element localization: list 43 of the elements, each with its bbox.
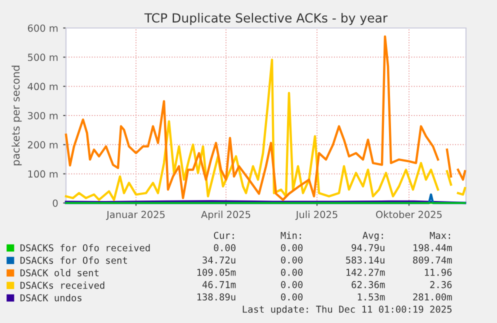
text: Max: bbox=[430, 232, 450, 239]
text: 109.05m bbox=[197, 268, 236, 276]
legend-label: DSACKS for Ofo received bbox=[20, 244, 150, 252]
text: 0.00 bbox=[281, 268, 303, 276]
legend-label: DSACKs received bbox=[20, 282, 104, 289]
text: 2.36 bbox=[430, 281, 452, 288]
text: 94.79u bbox=[352, 244, 384, 252]
text: 809.74m bbox=[413, 256, 452, 264]
text: 1.53m bbox=[358, 293, 385, 301]
text: Min: bbox=[280, 232, 301, 239]
text: 198.44m bbox=[414, 244, 452, 252]
y-tick-label: 500 m bbox=[28, 54, 58, 61]
text: 281.00m bbox=[413, 293, 452, 301]
x-tick-label: April 2025 bbox=[201, 210, 250, 220]
text: 0.00 bbox=[281, 244, 303, 252]
y-tick-label: 0 bbox=[52, 199, 58, 207]
text: 0.00 bbox=[214, 244, 236, 252]
text: 46.71m bbox=[202, 281, 236, 288]
legend-label: DSACK undos bbox=[20, 294, 82, 302]
y-tick-label: 300 m bbox=[28, 112, 58, 120]
text: 0.00 bbox=[281, 256, 303, 264]
text: 142.27m bbox=[346, 268, 385, 276]
y-tick-label: 600 m bbox=[28, 24, 58, 32]
chart-title: TCP Duplicate Selective ACKs - by year bbox=[144, 12, 388, 26]
x-tick-label: Januar 2025 bbox=[106, 210, 165, 220]
x-tick-label: Juli 2025 bbox=[295, 210, 338, 220]
text: 11.96 bbox=[424, 268, 452, 276]
legend-label: DSACKs for Ofo sent bbox=[20, 256, 127, 264]
x-tick-label: Oktober 2025 bbox=[376, 210, 442, 218]
text: 138.89u bbox=[197, 293, 236, 301]
text: Avg: bbox=[362, 232, 383, 241]
text: 583.14u bbox=[346, 256, 384, 264]
text: 0.00 bbox=[281, 293, 303, 301]
y-tick-label: 100 m bbox=[28, 170, 58, 178]
text: Cur: bbox=[214, 232, 234, 239]
text: Last update: Thu Dec 11 01:00:19 2025 bbox=[242, 306, 452, 315]
text: 62.36m bbox=[352, 281, 385, 288]
legend-label: DSACK old sent bbox=[20, 269, 99, 276]
text: 0.00 bbox=[281, 281, 303, 288]
text: 34.72u bbox=[202, 256, 236, 264]
y-tick-label: 200 m bbox=[28, 141, 58, 148]
y-tick-label: 400 m bbox=[28, 82, 58, 90]
y-axis-title: packets per second bbox=[12, 66, 22, 166]
